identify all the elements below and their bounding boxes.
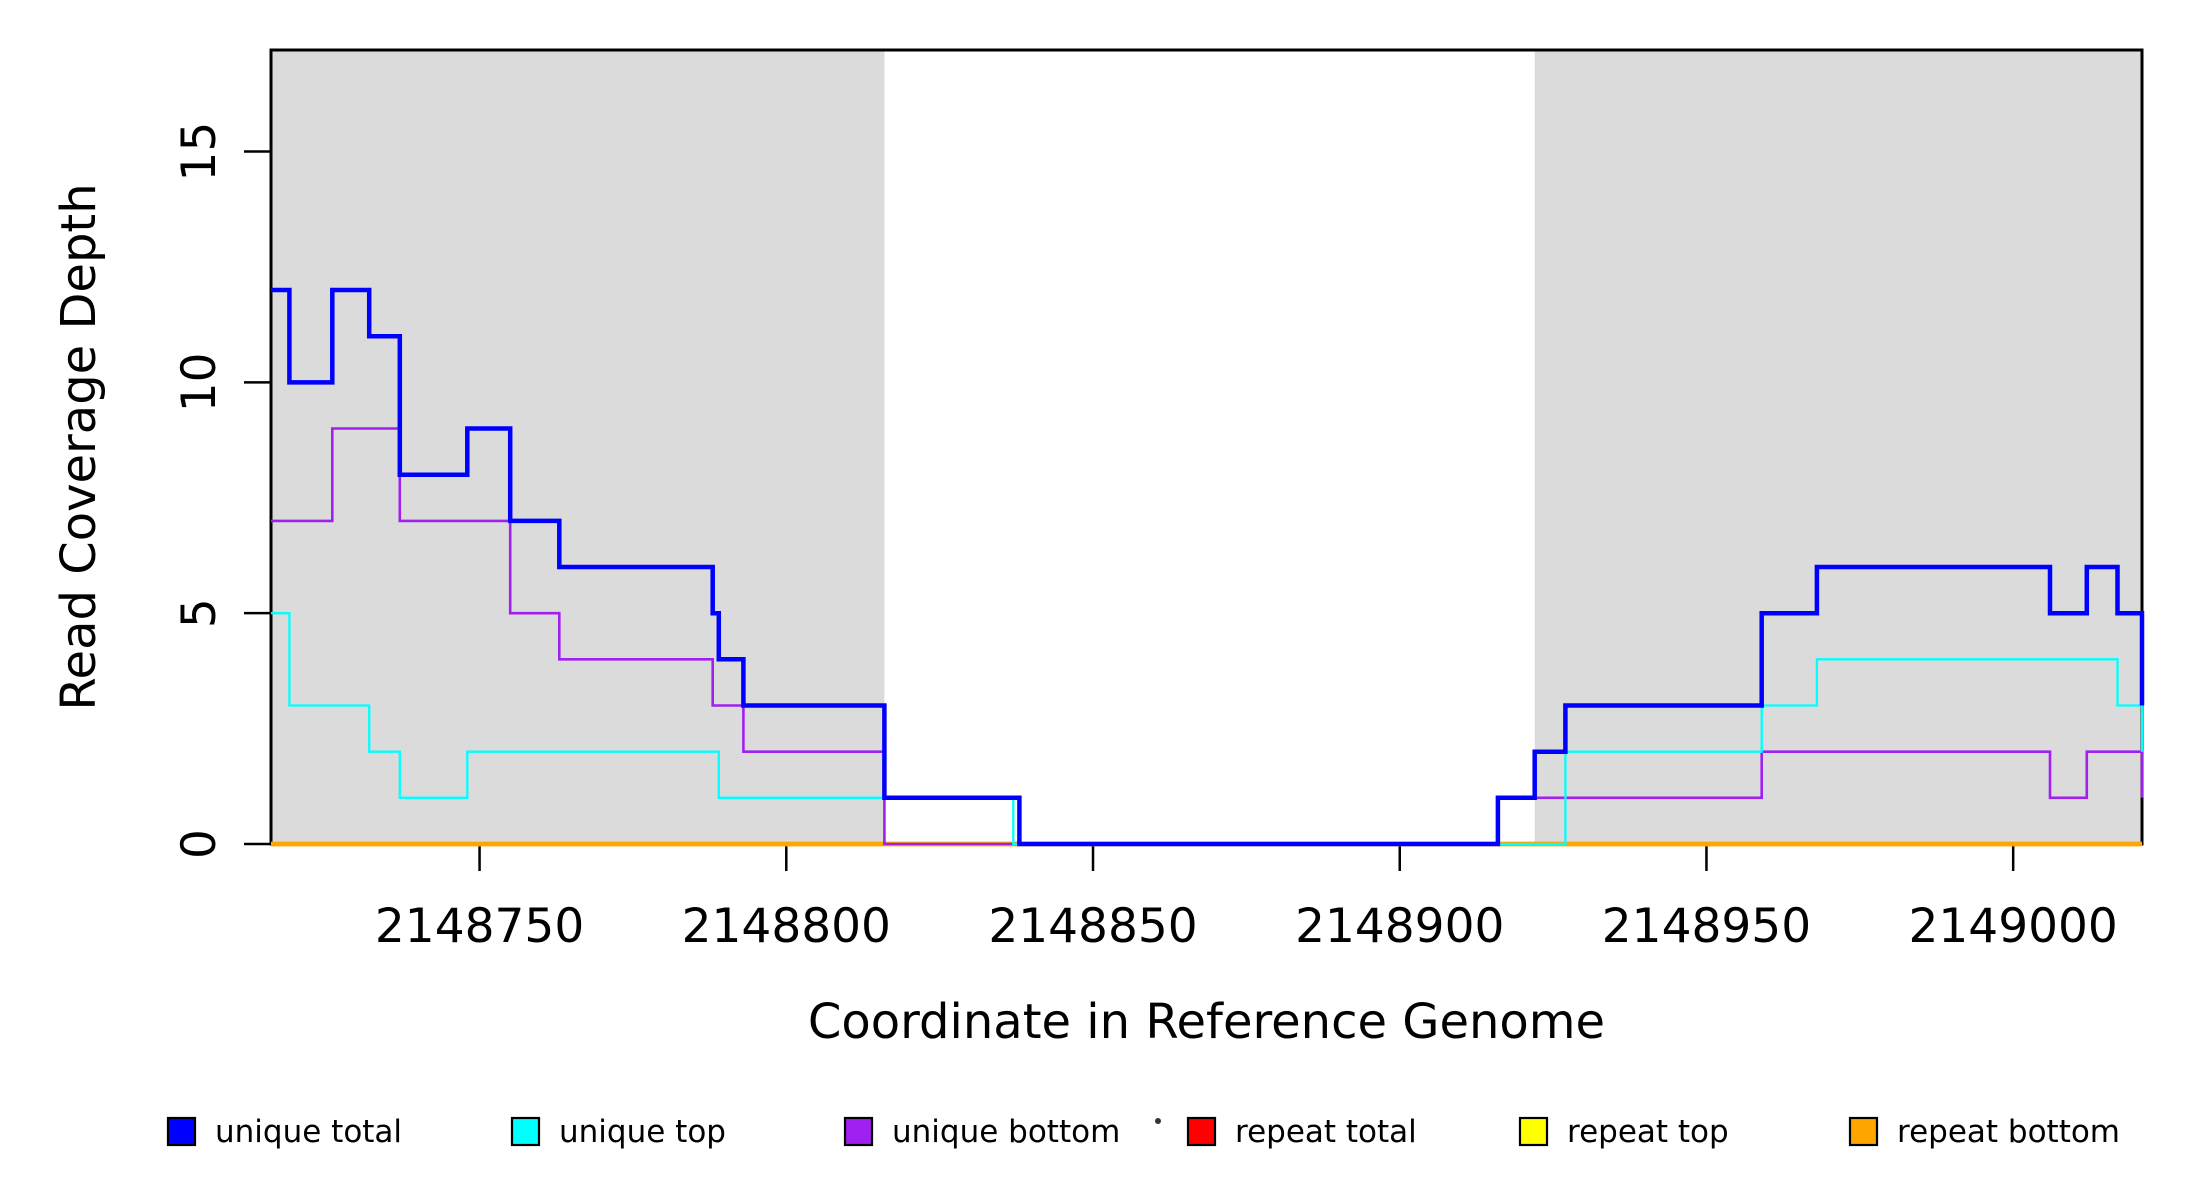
legend-swatch-repeat-bottom bbox=[1848, 1116, 1879, 1147]
legend-label: unique top bbox=[559, 1114, 726, 1150]
x-axis-title: Coordinate in Reference Genome bbox=[808, 994, 1605, 1050]
legend-item-unique-top: unique top bbox=[510, 1114, 726, 1150]
legend-swatch-unique-top bbox=[510, 1116, 541, 1147]
legend-label: repeat total bbox=[1235, 1114, 1417, 1150]
x-tick-label: 2148750 bbox=[375, 899, 584, 954]
legend-item-repeat-total: repeat total bbox=[1186, 1114, 1417, 1150]
shaded-region-1 bbox=[271, 50, 885, 844]
y-tick-label: 5 bbox=[172, 598, 227, 628]
series-line-unique-total bbox=[271, 287, 2145, 847]
legend-label: unique bottom bbox=[892, 1114, 1120, 1150]
x-tick-label: 2148900 bbox=[1295, 899, 1504, 954]
legend-swatch-repeat-top bbox=[1518, 1116, 1549, 1147]
shaded-region-2 bbox=[1534, 50, 2142, 844]
y-axis-title: Read Coverage Depth bbox=[51, 183, 107, 710]
series-lines bbox=[271, 287, 2145, 847]
legend-item-repeat-top: repeat top bbox=[1518, 1114, 1729, 1150]
axes: 2148750 2148800 2148850 2148900 2148950 21490… bbox=[172, 122, 2118, 954]
legend-item-repeat-bottom: repeat bottom bbox=[1848, 1114, 2120, 1150]
x-tick-label: 2149000 bbox=[1909, 899, 2118, 954]
legend-label: repeat bottom bbox=[1897, 1114, 2120, 1150]
y-tick-label: 10 bbox=[172, 352, 227, 412]
x-tick-label: 2148800 bbox=[682, 899, 891, 954]
x-tick-label: 2148950 bbox=[1602, 899, 1811, 954]
legend-swatch-unique-total bbox=[166, 1116, 197, 1147]
x-tick-label: 2148850 bbox=[988, 899, 1197, 954]
y-tick-label: 0 bbox=[172, 829, 227, 859]
legend-swatch-unique-bottom bbox=[843, 1116, 874, 1147]
legend-label: unique total bbox=[215, 1114, 402, 1150]
legend-item-unique-total: unique total bbox=[166, 1114, 402, 1150]
legend: unique total unique top unique bottom repea… bbox=[166, 1114, 2120, 1150]
stray-dot bbox=[1155, 1118, 1161, 1124]
legend-item-unique-bottom: unique bottom bbox=[843, 1114, 1120, 1150]
series-line-unique-bottom bbox=[271, 427, 2144, 846]
y-tick-label: 15 bbox=[172, 122, 227, 182]
legend-swatch-repeat-total bbox=[1186, 1116, 1217, 1147]
legend-label: repeat top bbox=[1567, 1114, 1729, 1150]
